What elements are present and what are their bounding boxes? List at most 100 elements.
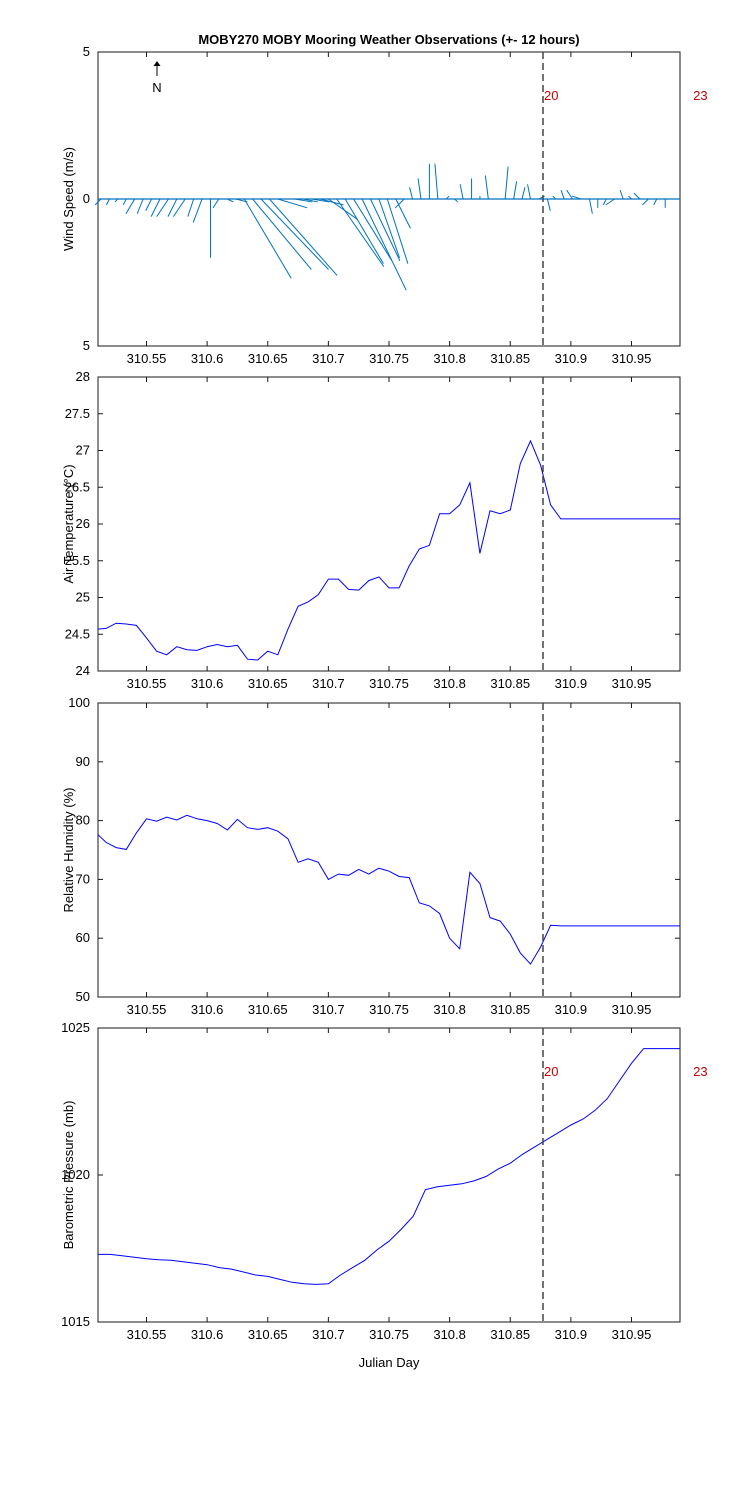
x-tick-label: 310.75 bbox=[369, 351, 409, 366]
wind-vector bbox=[527, 184, 531, 200]
wind-vector bbox=[513, 181, 518, 200]
y-tick-label: 100 bbox=[68, 695, 90, 710]
north-arrow-head bbox=[153, 61, 161, 66]
y-tick-label: 1015 bbox=[61, 1314, 90, 1329]
x-tick-label: 310.9 bbox=[555, 676, 588, 691]
wind-vector bbox=[409, 187, 414, 200]
wind-vector bbox=[150, 198, 161, 217]
wind-vector bbox=[192, 198, 203, 223]
x-tick-label: 310.8 bbox=[433, 1002, 466, 1017]
x-tick-label: 310.55 bbox=[127, 1327, 167, 1342]
x-tick-label: 310.6 bbox=[191, 676, 224, 691]
wind-vector bbox=[395, 198, 411, 229]
wind-vector bbox=[642, 198, 649, 206]
wind-vector bbox=[653, 198, 658, 206]
panel-1: 310.55 310.6 310.65 310.7 310.75 310.8 310.85 3… bbox=[61, 44, 708, 366]
hour-label: 20 bbox=[544, 1064, 558, 1079]
y-tick-label: 25.5 bbox=[65, 553, 90, 568]
north-label: N bbox=[152, 80, 161, 95]
y-tick-label: 26 bbox=[76, 516, 90, 531]
wind-vector bbox=[173, 198, 186, 217]
wind-vector bbox=[417, 178, 422, 200]
wind-vector bbox=[521, 187, 526, 200]
hour-label: 20 bbox=[544, 88, 558, 103]
wind-vector bbox=[546, 198, 551, 211]
wind-vector bbox=[353, 198, 393, 262]
y-tick-label: 1020 bbox=[61, 1167, 90, 1182]
figure-title: MOBY270 MOBY Mooring Weather Observation… bbox=[198, 32, 579, 47]
y-tick-label: 25 bbox=[76, 590, 90, 605]
wind-vector bbox=[504, 166, 509, 200]
x-tick-label: 310.6 bbox=[191, 1327, 224, 1342]
data-line bbox=[97, 814, 680, 965]
wind-vector bbox=[484, 175, 489, 200]
x-tick-label: 310.75 bbox=[369, 1002, 409, 1017]
wind-vector bbox=[145, 198, 153, 211]
y-tick-label: 50 bbox=[76, 989, 90, 1004]
wind-vector bbox=[344, 198, 384, 264]
panel-3: 310.55 310.6 310.65 310.7 310.75 310.8 310.85 3… bbox=[61, 695, 681, 1017]
x-tick-label: 310.85 bbox=[490, 1327, 530, 1342]
x-tick-label: 310.9 bbox=[555, 1327, 588, 1342]
x-tick-label: 310.9 bbox=[555, 351, 588, 366]
hour-label: 23 bbox=[693, 1064, 707, 1079]
wind-vector bbox=[136, 198, 144, 214]
wind-vector bbox=[125, 198, 136, 214]
wind-vector bbox=[560, 190, 565, 200]
y-tick-label: 70 bbox=[76, 871, 90, 886]
panel-2: 310.55 310.6 310.65 310.7 310.75 310.8 310.85 3… bbox=[61, 369, 681, 691]
wind-vector bbox=[94, 198, 102, 206]
hour-label: 23 bbox=[693, 88, 707, 103]
wind-vector bbox=[605, 198, 615, 206]
wind-vector bbox=[122, 198, 127, 206]
wind-vector bbox=[633, 192, 641, 200]
y-tick-label: 26.5 bbox=[65, 479, 90, 494]
wind-vector bbox=[212, 198, 220, 209]
y-axis-label: Barometric Pressure (mb) bbox=[61, 1101, 76, 1250]
x-tick-label: 310.55 bbox=[127, 676, 167, 691]
x-tick-label: 310.75 bbox=[369, 1327, 409, 1342]
panel-4: 310.55 310.6 310.65 310.7 310.75 310.8 310.85 3… bbox=[61, 1020, 708, 1370]
x-tick-label: 310.65 bbox=[248, 676, 288, 691]
wind-vector bbox=[277, 198, 308, 209]
y-tick-label: 28 bbox=[76, 369, 90, 384]
north-arrow-icon: N bbox=[152, 61, 162, 95]
y-tick-label: 5 bbox=[83, 44, 90, 59]
wind-vector bbox=[566, 189, 573, 200]
x-tick-label: 310.6 bbox=[191, 1002, 224, 1017]
x-tick-label: 310.8 bbox=[433, 1327, 466, 1342]
data-line bbox=[97, 439, 680, 661]
wind-vector bbox=[328, 198, 359, 220]
wind-vector bbox=[167, 198, 178, 217]
x-axis-label: Julian Day bbox=[359, 1355, 420, 1370]
y-axis-label: Air Temperature (°C) bbox=[61, 464, 76, 583]
wind-vector bbox=[187, 198, 195, 217]
wind-vector bbox=[269, 198, 338, 276]
x-tick-label: 310.95 bbox=[612, 1327, 652, 1342]
wind-vector bbox=[361, 198, 407, 291]
data-line bbox=[98, 1048, 680, 1285]
wind-vector bbox=[602, 198, 607, 206]
y-tick-label: 5 bbox=[83, 338, 90, 353]
x-tick-label: 310.6 bbox=[191, 351, 224, 366]
y-tick-label: 27 bbox=[76, 443, 90, 458]
wind-vector bbox=[394, 198, 405, 209]
wind-vector bbox=[336, 198, 385, 267]
wind-vector bbox=[386, 198, 409, 264]
x-tick-label: 310.95 bbox=[612, 351, 652, 366]
wind-vector bbox=[252, 198, 312, 270]
y-tick-label: 90 bbox=[76, 754, 90, 769]
y-tick-label: 0 bbox=[83, 191, 90, 206]
x-tick-label: 310.55 bbox=[127, 351, 167, 366]
plot-frame bbox=[97, 1027, 681, 1323]
x-tick-label: 310.85 bbox=[490, 351, 530, 366]
plot-frame bbox=[97, 702, 681, 998]
wind-vector bbox=[106, 198, 110, 206]
wind-vector bbox=[243, 198, 292, 279]
y-axis-label: Wind Speed (m/s) bbox=[61, 147, 76, 251]
x-tick-label: 310.55 bbox=[127, 1002, 167, 1017]
x-tick-label: 310.65 bbox=[248, 1327, 288, 1342]
wind-vector bbox=[619, 190, 624, 200]
y-tick-label: 27.5 bbox=[65, 406, 90, 421]
x-tick-label: 310.8 bbox=[433, 676, 466, 691]
